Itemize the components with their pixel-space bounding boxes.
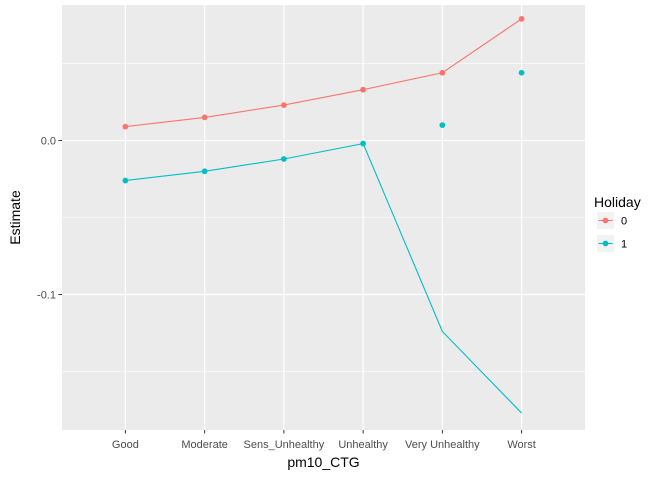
x-tick-label: Moderate	[181, 439, 227, 451]
legend: Holiday 01	[594, 194, 641, 252]
x-tick-label: Good	[112, 439, 139, 451]
x-tick-label: Sens_Unhealthy	[244, 439, 325, 451]
minor-gridlines	[62, 63, 585, 372]
data-point-series-1	[518, 69, 525, 76]
x-axis: Good Moderate Sens_Unhealthy Unhealthy Very …	[112, 430, 536, 451]
y-tick-label: 0.0	[41, 136, 56, 148]
x-tick-label: Very Unhealthy	[405, 439, 480, 451]
data-point-series-0	[360, 86, 367, 93]
series-line-1	[125, 142, 523, 414]
data-point-series-1	[360, 140, 367, 147]
y-axis: -0.1 0.0	[37, 136, 62, 301]
legend-items: 01	[597, 212, 627, 252]
data-point-series-1	[122, 177, 129, 184]
data-point-series-0	[122, 123, 129, 130]
major-gridlines	[62, 5, 585, 430]
y-tick-label: -0.1	[37, 289, 56, 301]
legend-item-1: 1	[597, 235, 627, 252]
data-point-series-1	[439, 122, 446, 129]
data-point-series-0	[201, 114, 208, 121]
series-points	[122, 15, 525, 184]
legend-item-0: 0	[597, 212, 627, 229]
legend-key-point	[602, 217, 609, 224]
legend-key-point	[602, 240, 609, 247]
data-point-series-1	[280, 156, 287, 162]
series-lines	[125, 18, 523, 414]
legend-title: Holiday	[594, 194, 641, 210]
data-point-series-1	[201, 168, 208, 175]
legend-label: 1	[621, 239, 627, 251]
series-line-0	[125, 18, 522, 128]
data-point-series-0	[280, 102, 287, 108]
data-point-series-0	[439, 69, 446, 76]
data-point-series-0	[518, 15, 525, 22]
x-tick-label: Unhealthy	[338, 439, 388, 451]
y-axis-title: Estimate	[7, 190, 23, 245]
x-axis-title: pm10_CTG	[287, 454, 359, 470]
x-tick-label: Worst	[507, 439, 536, 451]
legend-label: 0	[621, 216, 627, 228]
